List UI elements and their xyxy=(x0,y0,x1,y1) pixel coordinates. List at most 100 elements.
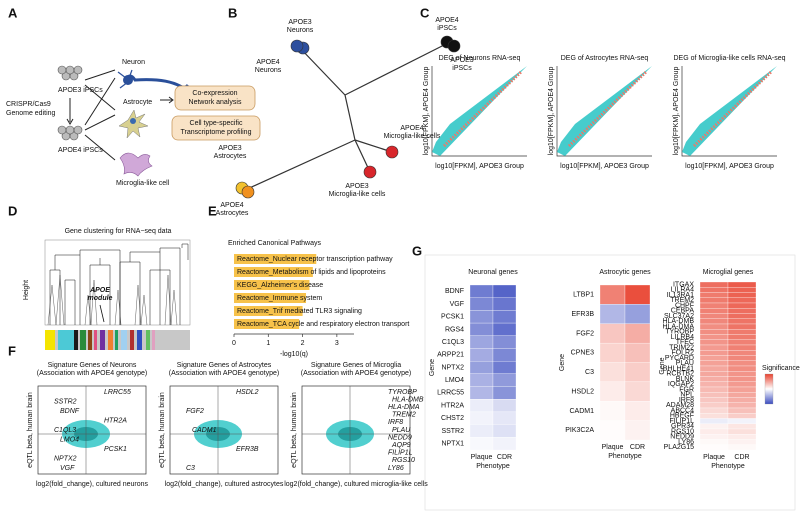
heatmap-cell xyxy=(727,308,757,314)
plot-axes xyxy=(431,66,527,157)
y-axis-label: eQTL beta, human brain xyxy=(27,392,34,468)
heatmap-cell xyxy=(492,361,517,374)
gene-label: ARPP21 xyxy=(437,352,464,359)
plot-title: Signature Genes of Microglia xyxy=(311,362,401,369)
heatmap-cell xyxy=(469,386,494,400)
heatmap-cell xyxy=(727,392,757,398)
plot-axes xyxy=(681,66,777,157)
gene-label: FOLR2 xyxy=(671,350,694,357)
heatmap-cell xyxy=(699,407,729,414)
panel-letter: E xyxy=(208,203,217,218)
heatmap-cell xyxy=(699,365,729,372)
heatmap-cell xyxy=(624,420,651,441)
point-cloud xyxy=(682,66,777,156)
heatmap-cell xyxy=(599,304,626,324)
x-axis-label: Phenotype xyxy=(608,453,642,460)
tree-label: APOE3 xyxy=(345,183,368,190)
y-axis-label: Gene xyxy=(559,354,566,371)
gene-label: LY86 xyxy=(388,465,404,472)
analysis-box-label: Transcriptome profiling xyxy=(181,129,252,136)
tree-label: iPSCs xyxy=(437,25,457,32)
label: APOE4 iPSCs xyxy=(58,147,103,154)
gene-label: LMO4 xyxy=(445,377,464,384)
heatmap-cell xyxy=(599,284,626,305)
heatmap-cell xyxy=(699,397,729,403)
heatmap-cell xyxy=(469,361,494,374)
gene-label: HLA-DMB xyxy=(662,318,694,325)
module-label: module xyxy=(88,295,113,302)
y-axis-label: log10[FPKM], APOE4 Group xyxy=(423,67,430,156)
gene-label: RCBTB2 xyxy=(666,371,694,378)
heatmap-cell xyxy=(699,313,729,319)
heatmap-cell xyxy=(727,313,757,319)
heatmap-cell xyxy=(624,401,651,421)
panel-b-tree xyxy=(244,41,451,191)
heatmap-cell xyxy=(599,362,626,383)
panel-b-nodes xyxy=(235,35,461,199)
heatmap-cell xyxy=(599,401,626,421)
heatmap-title: Microglial genes xyxy=(703,269,754,276)
y-axis-label: eQTL beta, human brain xyxy=(291,392,298,468)
heatmap-cell xyxy=(492,399,517,413)
panel-letter: C xyxy=(420,5,430,20)
heatmap-cell xyxy=(492,348,517,362)
cell-label: Astrocyte xyxy=(123,99,152,106)
heatmap-cell xyxy=(699,323,729,330)
x-axis-label: log2(fold_change), cultured astrocytes xyxy=(165,481,284,488)
heatmap-cell xyxy=(727,302,757,309)
heatmap-cell xyxy=(727,434,757,440)
heatmap-cell xyxy=(699,371,729,377)
heatmap-cell xyxy=(624,304,651,324)
gene-label: CPNE3 xyxy=(571,350,594,357)
tree-label: Microglia-like cells xyxy=(384,133,441,140)
gene-label: LRRC55 xyxy=(104,389,131,396)
heatmap-cell xyxy=(727,350,757,356)
tree-label: APOE4 xyxy=(256,59,279,66)
bar xyxy=(234,306,303,316)
gene-label: BLNK xyxy=(676,376,695,383)
gene-label: HTR2A xyxy=(441,402,464,409)
heatmap-title: Neuronal genes xyxy=(468,269,518,276)
heatmap-cell xyxy=(727,365,757,372)
heatmap-cell xyxy=(492,411,517,425)
point-cloud xyxy=(432,66,527,156)
heatmap-cell xyxy=(727,355,757,361)
heatmap-cell xyxy=(727,439,757,445)
x-tick-label: 2 xyxy=(301,340,305,347)
heatmap-cell xyxy=(699,434,729,440)
gene-label: PCSK1 xyxy=(104,446,127,453)
plot-title: (Association with APOE4 genotype) xyxy=(169,370,280,377)
gene-label: RGS10 xyxy=(671,428,694,435)
heatmap-cell xyxy=(727,329,757,335)
x-axis-label: log10[FPKM], APOE3 Group xyxy=(685,163,774,170)
heatmap-cell xyxy=(699,292,729,298)
gene-label: LMO4 xyxy=(60,436,79,443)
gene-label: ITGAX xyxy=(673,281,694,288)
bar-label: Reactome_Nuclear receptor transcription … xyxy=(237,256,393,263)
gene-label: BHLHE41 xyxy=(663,365,694,372)
x-axis-label: Phenotype xyxy=(711,463,745,470)
label: APOE3 iPSCs xyxy=(58,87,103,94)
gene-label: HSDL2 xyxy=(571,388,594,395)
heatmap-cell xyxy=(727,292,757,298)
heatmap-cell xyxy=(624,342,651,363)
gene-label: FGF2 xyxy=(576,330,594,337)
heatmap-cell xyxy=(699,428,729,435)
heatmap-cell xyxy=(727,418,757,424)
heatmap-cell xyxy=(492,310,517,324)
legend-colorbar xyxy=(764,373,774,405)
gene-label: PYCARD xyxy=(665,355,694,362)
cell-label: Neuron xyxy=(122,59,145,66)
plot-title: Signature Genes of Neurons xyxy=(48,362,137,369)
gene-label: TYROBP xyxy=(388,389,417,396)
heatmap-cell xyxy=(699,413,729,419)
gene-label: C1QL3 xyxy=(54,427,76,434)
heatmap-cell xyxy=(492,437,517,451)
gene-label: NPTX1 xyxy=(441,440,464,447)
gene-label: HLA-DMA xyxy=(662,323,694,330)
gene-label: RGS4 xyxy=(445,326,464,333)
plot-frame xyxy=(169,385,279,475)
plot-frame xyxy=(301,385,411,475)
heatmap-cell xyxy=(727,402,757,409)
tree-label: Astrocytes xyxy=(216,210,249,217)
